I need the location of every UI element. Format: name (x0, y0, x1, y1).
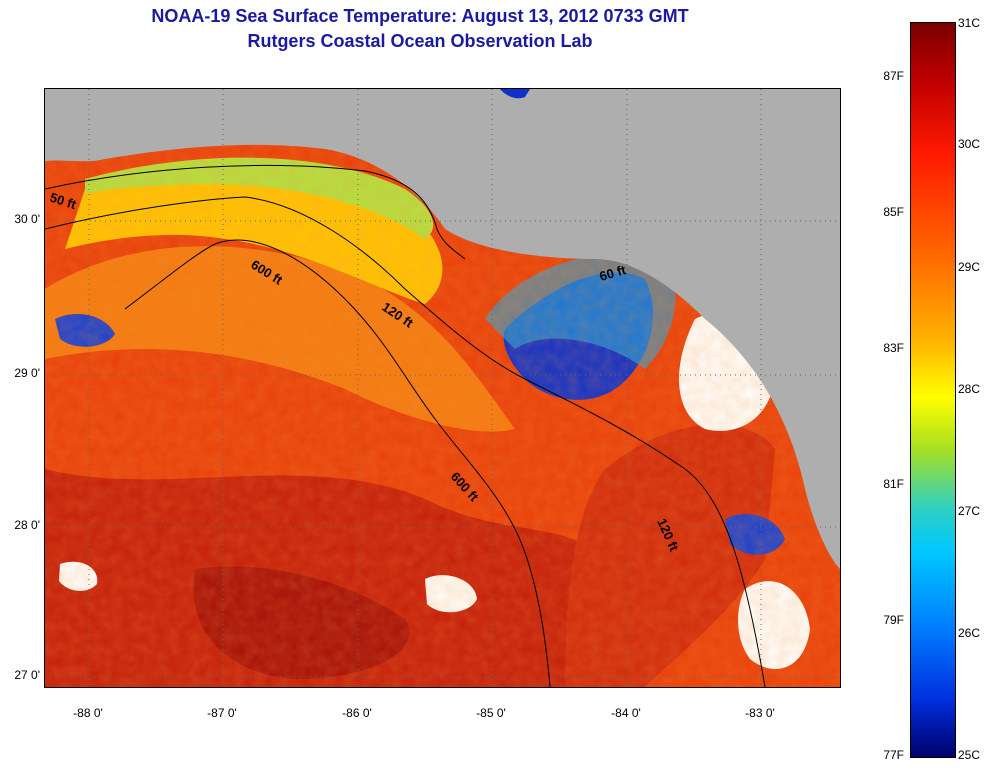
land-mass (45, 89, 840, 569)
lon-label-84: -84 0' (611, 706, 641, 720)
contour-label-60ft: 60 ft (598, 262, 628, 284)
sst-map-canvas: 50 ft 600 ft 120 ft 600 ft 120 ft 60 ft (45, 89, 840, 687)
colorbar-c-27: 27C (958, 504, 981, 518)
colorbar-f-85: 85F (883, 205, 904, 219)
lat-label-30: 30 0' (14, 212, 40, 226)
lat-label-28: 28 0' (14, 518, 40, 532)
lon-label-85: -85 0' (476, 706, 506, 720)
lon-label-83: -83 0' (745, 706, 775, 720)
colorbar-f-83: 83F (883, 341, 904, 355)
lon-label-86: -86 0' (342, 706, 372, 720)
contour-50ft (45, 164, 466, 260)
lat-label-27: 27 0' (14, 668, 40, 682)
map-subtitle: Rutgers Coastal Ocean Observation Lab (247, 31, 593, 51)
colorbar-c-30: 30C (958, 137, 981, 151)
colorbar-c-29: 29C (958, 260, 981, 274)
temperature-colorbar (910, 22, 956, 758)
map-title: NOAA-19 Sea Surface Temperature: August … (151, 6, 689, 26)
lat-label-29: 29 0' (14, 366, 40, 380)
small-island (500, 89, 530, 99)
sst-map: 50 ft 600 ft 120 ft 600 ft 120 ft 60 ft (44, 88, 841, 688)
colorbar-c-25: 25C (958, 748, 981, 762)
colorbar-f-87: 87F (883, 69, 904, 83)
lon-label-88: -88 0' (73, 706, 103, 720)
contour-120ft (45, 196, 766, 687)
lon-label-87: -87 0' (207, 706, 237, 720)
contour-600ft (124, 239, 551, 687)
colorbar-c-26: 26C (958, 626, 981, 640)
colorbar-f-77: 77F (883, 748, 904, 762)
colorbar-c-31: 31C (958, 16, 981, 30)
colorbar-f-81: 81F (883, 477, 904, 491)
colorbar-c-28: 28C (958, 382, 981, 396)
colorbar-f-79: 79F (883, 613, 904, 627)
